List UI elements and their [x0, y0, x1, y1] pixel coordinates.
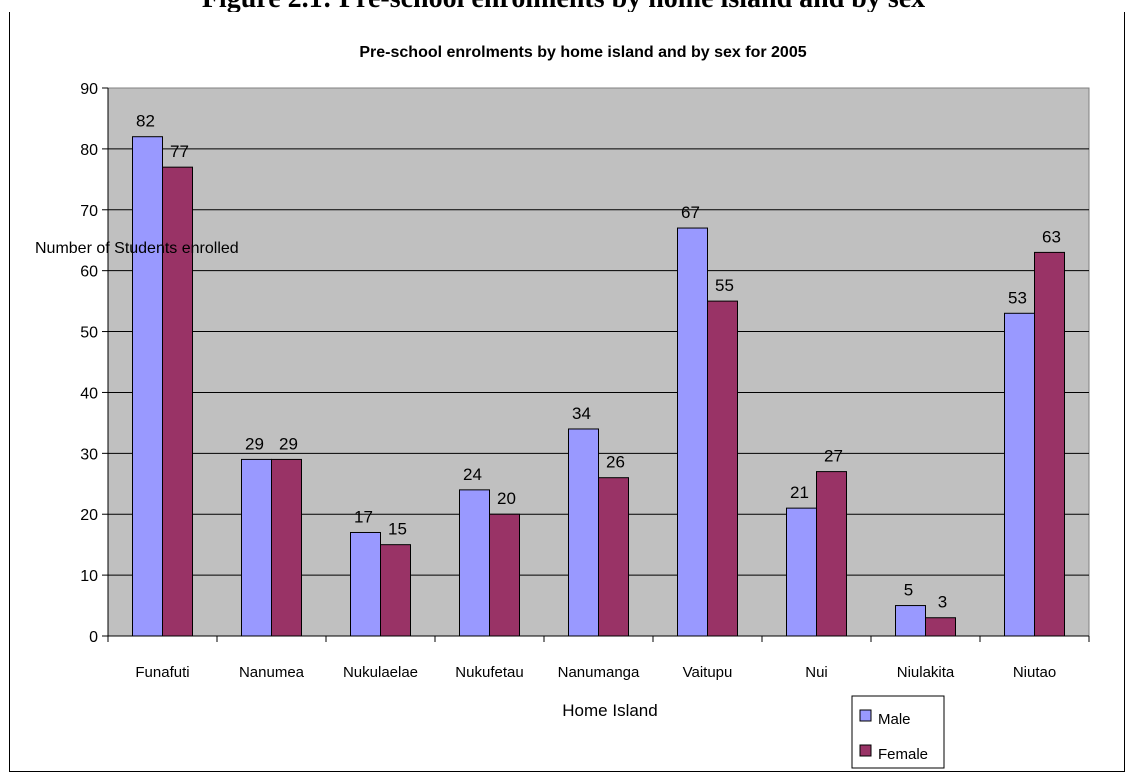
data-label: 20 [497, 489, 516, 508]
x-tick-label: Vaitupu [683, 664, 733, 681]
y-tick-label: 40 [80, 385, 98, 402]
bar-female [380, 544, 411, 637]
bar-female [1034, 251, 1065, 637]
x-axis-title: Home Island [562, 701, 657, 720]
legend: Male Female [851, 695, 945, 769]
y-axis-title: Number of Students enrolled [35, 240, 239, 257]
x-tick-label: Funafuti [135, 664, 189, 681]
chart-title: Pre-school enrolments by home island and… [359, 44, 806, 61]
bar-male [132, 136, 163, 637]
bar-male [895, 605, 926, 637]
x-tick-label: Niutao [1013, 664, 1056, 681]
data-label: 26 [606, 453, 625, 472]
y-tick-label: 50 [80, 325, 98, 342]
y-tick-label: 0 [89, 629, 98, 646]
bar-male [350, 531, 381, 637]
x-axis: Funafuti Nanumea Nukulaelae Nukufetau Nanuma… [107, 635, 1090, 681]
data-label: 27 [824, 447, 843, 466]
x-tick-label: Nui [805, 664, 828, 681]
bar-male [241, 458, 272, 637]
x-tick-label: Niulakita [897, 664, 955, 681]
data-label: 3 [938, 593, 947, 612]
data-label: 77 [170, 142, 189, 161]
bar-male [459, 489, 490, 637]
y-tick-label: 10 [80, 568, 98, 585]
data-label: 29 [279, 434, 298, 453]
y-tick-label: 90 [80, 81, 98, 98]
bar-female [598, 477, 629, 637]
bar-female [271, 458, 302, 637]
y-tick-label: 80 [80, 142, 98, 159]
data-label: 53 [1008, 288, 1027, 307]
bar-female [925, 617, 956, 637]
banner-text: Figure 2.1: Pre-school enrolments by hom… [0, 0, 1127, 12]
y-tick-label: 70 [80, 203, 98, 220]
bar-male [677, 227, 708, 637]
data-label: 5 [904, 581, 913, 600]
banner-caption: Figure 2.1: Pre-school enrolments by hom… [0, 0, 1127, 12]
data-label: 17 [354, 507, 373, 526]
data-label: 67 [681, 203, 700, 222]
x-tick-label: Nukulaelae [343, 664, 418, 681]
y-tick-label: 30 [80, 446, 98, 463]
legend-swatch-female [859, 744, 872, 757]
bar-female [162, 166, 193, 637]
data-label: 55 [715, 276, 734, 295]
x-tick-label: Nukufetau [455, 664, 523, 681]
legend-label-male: Male [878, 711, 911, 728]
data-label: 82 [136, 112, 155, 131]
data-label: 15 [388, 520, 407, 539]
x-tick-label: Nanumea [239, 664, 305, 681]
bar-female [816, 471, 847, 637]
bar-male [1004, 312, 1035, 637]
legend-label-female: Female [878, 746, 928, 763]
x-tick-label: Nanumanga [558, 664, 640, 681]
bar-male [786, 507, 817, 637]
data-label: 24 [463, 465, 482, 484]
y-tick-label: 60 [80, 264, 98, 281]
data-label: 29 [245, 434, 264, 453]
data-label: 63 [1042, 227, 1061, 246]
bar-male [568, 428, 599, 637]
bar-female [707, 300, 738, 637]
y-axis: 0 10 20 30 40 50 60 70 80 90 [80, 81, 109, 646]
legend-swatch-male [859, 709, 872, 722]
y-tick-label: 20 [80, 507, 98, 524]
data-label: 34 [572, 404, 591, 423]
bars [132, 136, 1065, 637]
bar-female [489, 513, 520, 637]
data-label: 21 [790, 483, 809, 502]
